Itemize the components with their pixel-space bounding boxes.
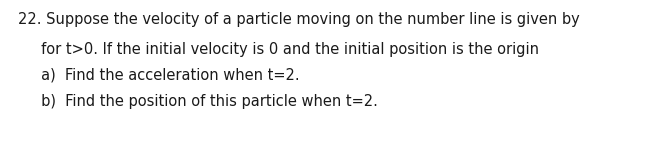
Text: a)  Find the acceleration when t=2.: a) Find the acceleration when t=2. — [18, 68, 300, 83]
Text: b)  Find the position of this particle when t=2.: b) Find the position of this particle wh… — [18, 94, 378, 109]
Text: for t>0. If the initial velocity is 0 and the initial position is the origin: for t>0. If the initial velocity is 0 an… — [18, 42, 539, 57]
Text: 22. Suppose the velocity of a particle moving on the number line is given by: 22. Suppose the velocity of a particle m… — [18, 12, 584, 27]
